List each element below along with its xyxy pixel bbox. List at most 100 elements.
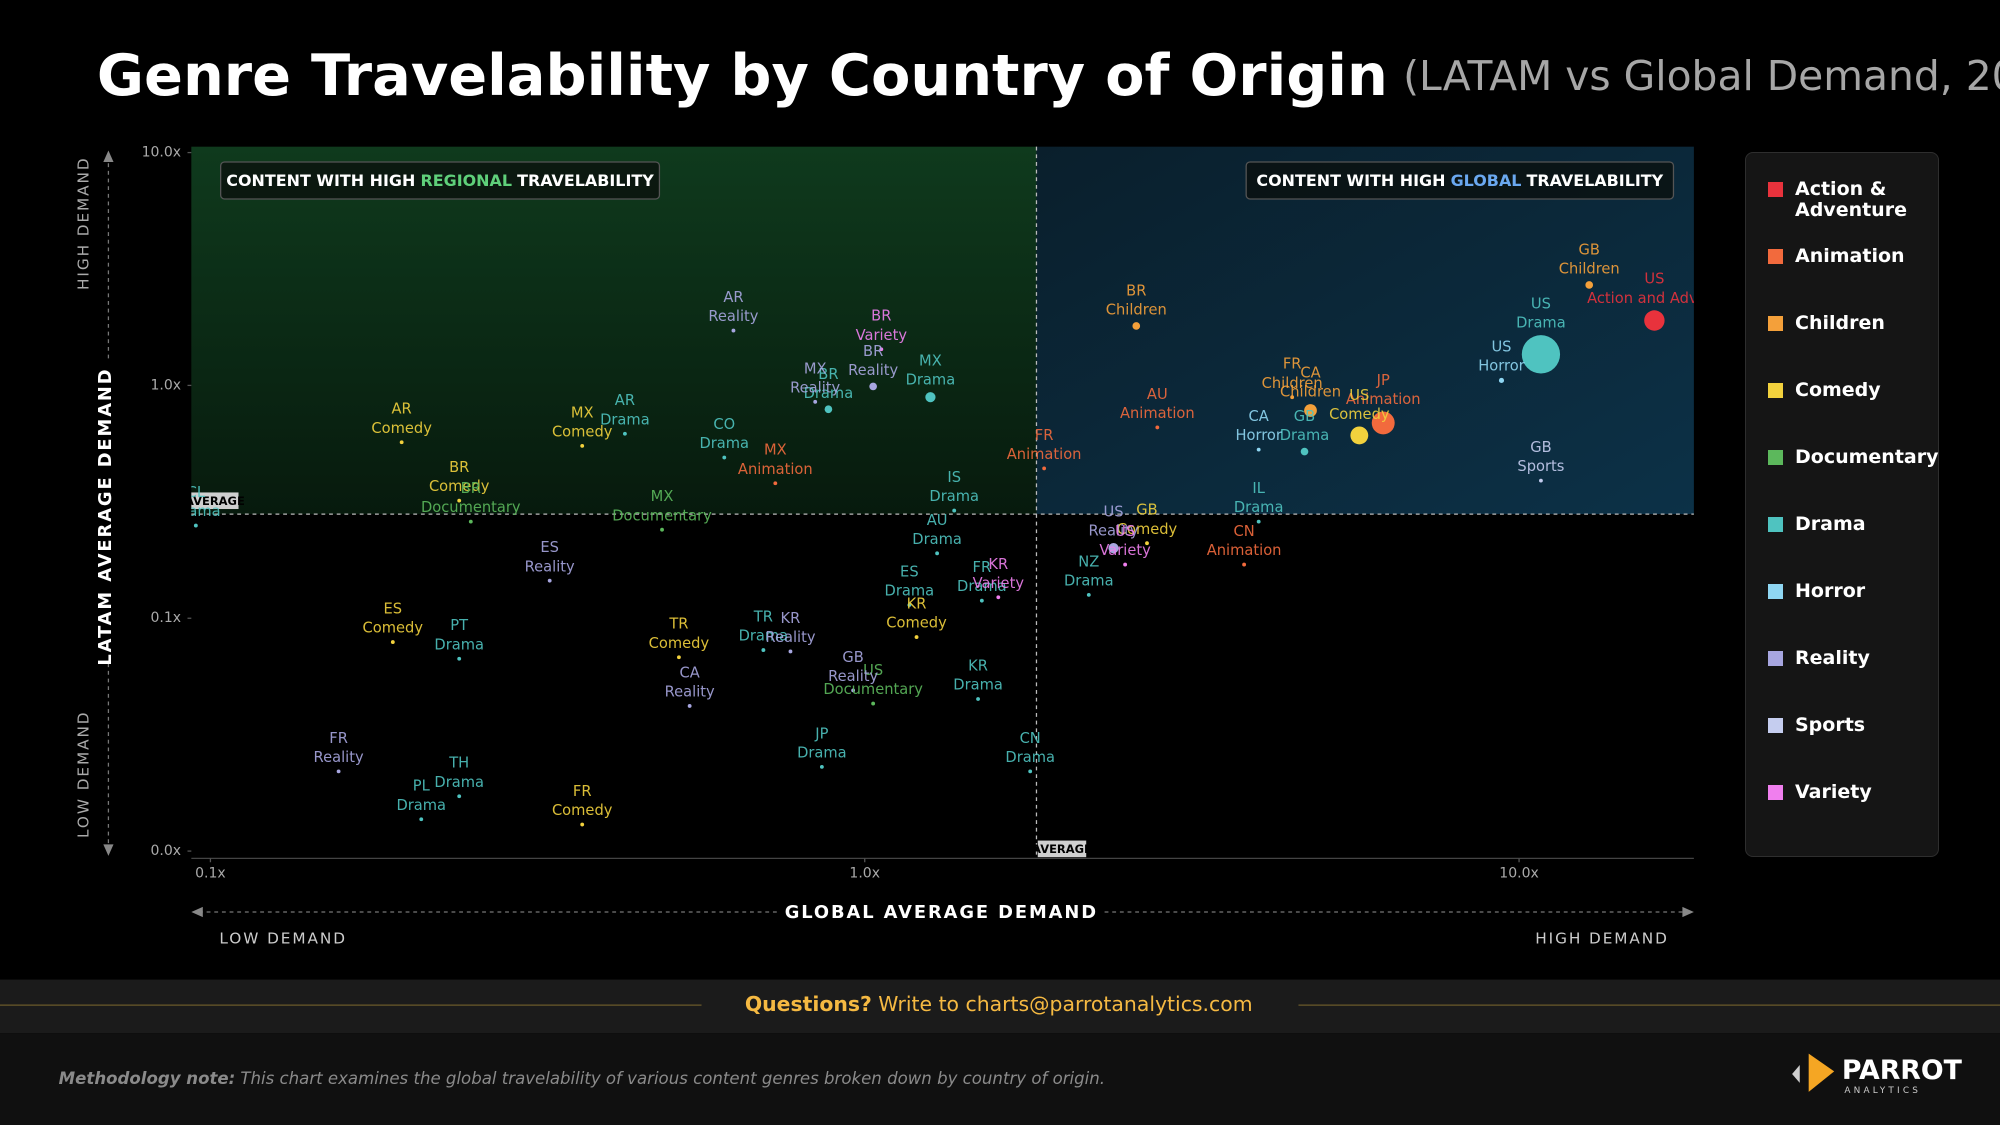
point [1300, 447, 1309, 456]
point [1086, 592, 1091, 597]
point [457, 498, 462, 503]
point-country: US [1491, 338, 1511, 355]
point [851, 688, 856, 693]
point-country: MX [764, 442, 787, 459]
quadrant-box [1245, 161, 1675, 200]
x-axis-label: GLOBAL AVERAGE DEMAND [785, 902, 1098, 923]
point-country: KR [968, 657, 988, 674]
point [1304, 404, 1317, 417]
point-genre: Comedy [886, 615, 947, 632]
point [871, 701, 876, 706]
quadrant-highlight: GLOBAL [1451, 171, 1522, 190]
question-text: Write to charts@parrotanalytics.com [878, 992, 1252, 1016]
plot-area [191, 146, 1694, 860]
point-country: PT [450, 617, 468, 634]
legend-label: Variety [1795, 781, 1872, 803]
arrow-head [1682, 906, 1694, 918]
point-genre: Sports [1517, 458, 1564, 475]
point [869, 382, 877, 391]
point-country: CN [1020, 730, 1041, 747]
point-genre: Drama [396, 797, 446, 814]
point-country: BR [871, 308, 891, 325]
quadrant-prefix: CONTENT WITH HIGH [1256, 171, 1445, 190]
point-genre: Variety [1099, 542, 1151, 559]
point-genre: Drama [171, 503, 221, 520]
point-genre: Animation [1346, 391, 1421, 408]
point-genre: Animation [738, 461, 813, 478]
legend-entry: Children [1768, 313, 1926, 380]
point-genre: Drama [739, 628, 789, 645]
legend: Action & Adventure Animation Children Comed… [1745, 152, 1939, 857]
average-tag [191, 492, 239, 510]
quadrant-bg [191, 146, 1037, 515]
chart-title: Genre Travelability by Country of Origin [97, 42, 1388, 109]
point-genre: Children [1106, 302, 1167, 319]
y-axis-label: LATAM AVERAGE DEMAND [95, 368, 116, 666]
legend-entry: Sports [1768, 715, 1926, 782]
point-genre: Comedy [1117, 521, 1178, 538]
point-genre: Action and Advent [1587, 290, 1722, 307]
legend-entry: Variety [1768, 782, 1926, 849]
point [1644, 310, 1665, 331]
legend-label: Animation [1795, 245, 1905, 267]
average-label: AVERAGE [1032, 842, 1092, 856]
point-country: AR [392, 401, 412, 418]
logo-sub: ANALYTICS [1844, 1086, 1921, 1096]
legend-entry: Comedy [1768, 380, 1926, 447]
point-country: ES [384, 601, 403, 618]
arrow-head [103, 150, 114, 162]
point [976, 697, 980, 701]
point [193, 523, 198, 528]
point [457, 656, 462, 661]
point-genre: Reality [765, 629, 815, 646]
point [390, 640, 395, 644]
point [1585, 281, 1594, 289]
point-genre: Drama [600, 411, 650, 428]
point [773, 481, 778, 486]
point-genre: Animation [1007, 446, 1082, 463]
point-genre: Reality [665, 684, 715, 701]
point-country: JP [814, 725, 828, 742]
point-country: ES [900, 563, 919, 580]
quadrant-box [220, 161, 661, 200]
legend-swatch [1768, 517, 1783, 532]
point-genre: Reality [1088, 523, 1138, 540]
legend-label: Drama [1795, 513, 1866, 535]
point [761, 648, 766, 652]
point [687, 704, 692, 708]
point [623, 431, 627, 436]
point [1242, 562, 1247, 567]
point-country: CA [1300, 365, 1320, 382]
point-country: KR [781, 610, 801, 627]
point-genre: Drama [1064, 572, 1114, 589]
point-country: FR [1035, 427, 1054, 444]
point-country: AU [927, 512, 948, 529]
legend-entry: Action & Adventure [1768, 179, 1926, 246]
point [1290, 395, 1295, 400]
point [457, 794, 462, 799]
point-genre: Comedy [552, 802, 613, 819]
question-lead: Questions? [745, 992, 872, 1016]
legend-swatch [1768, 785, 1783, 800]
point [336, 769, 341, 774]
point [660, 527, 664, 532]
point [788, 649, 793, 654]
point-genre: Drama [912, 531, 962, 548]
legend-label: Sports [1795, 714, 1866, 736]
point-country: GB [1579, 242, 1600, 259]
marks [193, 281, 1665, 827]
point [1521, 335, 1561, 374]
point-genre: Reality [828, 668, 878, 685]
point-genre: Animation [1207, 542, 1282, 559]
legend-swatch [1768, 718, 1783, 733]
point-country: GB [1136, 502, 1157, 519]
arrow-head [191, 906, 203, 918]
y-tick-label: 10.0x [142, 145, 182, 161]
point [914, 635, 919, 639]
point-genre: Documentary [421, 499, 521, 516]
point-country: US [1349, 387, 1369, 404]
legend-label: Children [1795, 312, 1885, 334]
point-country: JP [1376, 372, 1390, 389]
note-text: This chart examines the global travelabi… [240, 1069, 1105, 1088]
